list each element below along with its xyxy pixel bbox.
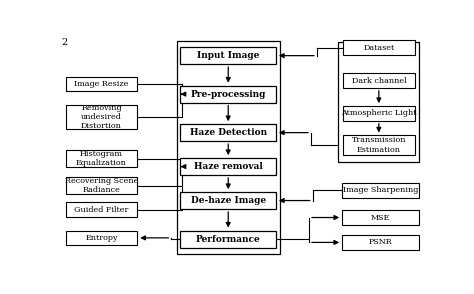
FancyBboxPatch shape xyxy=(66,177,137,194)
FancyBboxPatch shape xyxy=(181,47,276,64)
FancyBboxPatch shape xyxy=(66,202,137,217)
FancyBboxPatch shape xyxy=(343,40,415,55)
FancyBboxPatch shape xyxy=(66,105,137,129)
FancyBboxPatch shape xyxy=(342,183,419,198)
FancyBboxPatch shape xyxy=(343,136,415,155)
Text: MSE: MSE xyxy=(371,213,391,221)
FancyBboxPatch shape xyxy=(181,86,276,103)
FancyBboxPatch shape xyxy=(181,124,276,141)
Text: Atmospheric Light: Atmospheric Light xyxy=(341,109,417,117)
Text: Guided Filter: Guided Filter xyxy=(74,206,128,214)
Text: Image Resize: Image Resize xyxy=(74,80,128,88)
FancyBboxPatch shape xyxy=(343,106,415,121)
Text: Dataset: Dataset xyxy=(363,44,394,52)
Text: PSNR: PSNR xyxy=(369,238,392,246)
FancyBboxPatch shape xyxy=(181,158,276,175)
Text: Haze Detection: Haze Detection xyxy=(190,128,267,137)
Text: Haze removal: Haze removal xyxy=(194,162,263,171)
Text: 2: 2 xyxy=(61,38,67,46)
FancyBboxPatch shape xyxy=(181,192,276,209)
Text: Recovering Scene
Radiance: Recovering Scene Radiance xyxy=(65,177,138,194)
Text: Dark channel: Dark channel xyxy=(352,76,406,85)
FancyBboxPatch shape xyxy=(66,77,137,91)
FancyBboxPatch shape xyxy=(338,42,419,162)
Text: Entropy: Entropy xyxy=(85,234,118,242)
Text: Histogram
Equalization: Histogram Equalization xyxy=(76,150,127,167)
Text: Image Sharpening: Image Sharpening xyxy=(343,186,419,194)
Text: Performance: Performance xyxy=(196,235,261,243)
Text: Pre-processing: Pre-processing xyxy=(191,90,266,99)
FancyBboxPatch shape xyxy=(342,210,419,225)
Text: Input Image: Input Image xyxy=(197,51,259,60)
Text: Removing
undesired
Distortion: Removing undesired Distortion xyxy=(81,103,122,130)
FancyBboxPatch shape xyxy=(66,230,137,245)
FancyBboxPatch shape xyxy=(181,230,276,248)
FancyBboxPatch shape xyxy=(343,73,415,88)
FancyBboxPatch shape xyxy=(342,235,419,250)
Text: De-haze Image: De-haze Image xyxy=(191,196,266,205)
FancyBboxPatch shape xyxy=(66,150,137,167)
FancyBboxPatch shape xyxy=(177,41,280,254)
Text: Transmission
Estimation: Transmission Estimation xyxy=(352,136,406,154)
